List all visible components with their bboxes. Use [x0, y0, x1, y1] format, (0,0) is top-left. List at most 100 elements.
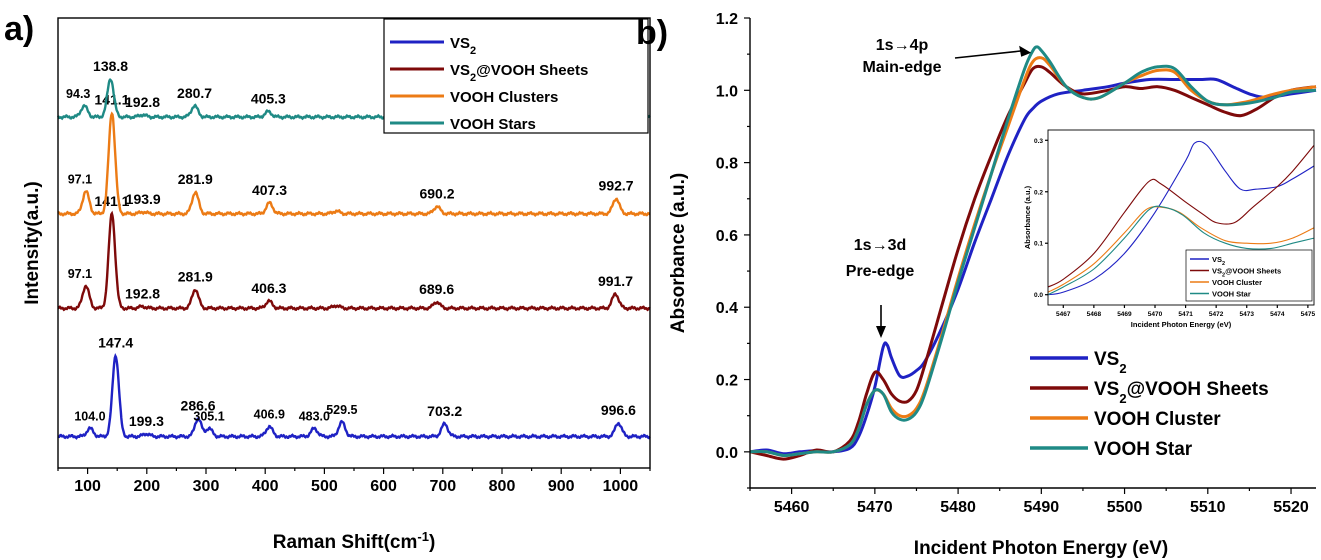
panel-a-legend-label-0: VS2 — [450, 35, 476, 57]
raman-series-line-0 — [57, 352, 651, 440]
panel-b-legend-label-3: VOOH Star — [1094, 439, 1193, 460]
panel-b-y-axis-title: Absorbance (a.u.) — [668, 173, 689, 333]
raman-series-line-1 — [57, 210, 651, 312]
inset-series-line-1 — [1047, 145, 1315, 288]
raman-peak-label-3-4: 405.3 — [251, 91, 286, 107]
raman-peak-label-3-2: 192.8 — [125, 94, 160, 110]
inset-frame — [1047, 129, 1315, 306]
panel-b-letter: b) — [636, 14, 668, 52]
inset-legend-label-3: VOOH Star — [1212, 290, 1251, 299]
panel-b-legend-box — [1024, 340, 1320, 474]
raman-peak-label-2-1: 141.1 — [94, 92, 129, 108]
inset-y-tick-label-2: 0.2 — [1034, 189, 1043, 196]
panel-b-y-tick-label-2: 0.4 — [716, 300, 738, 317]
panel-b-x-axis-title: Incident Photon Energy (eV) — [914, 538, 1168, 559]
raman-peak-label-0-8: 703.2 — [427, 403, 462, 419]
raman-peak-label-1-5: 689.6 — [419, 281, 454, 297]
inset-y-tick-label-3: 0.3 — [1034, 138, 1043, 145]
panel-a-legend-label-1: VS2@VOOH Sheets — [450, 62, 588, 84]
inset-y-tick-label-0: 0.0 — [1034, 292, 1043, 299]
panel-a-x-tick-label-8: 900 — [548, 478, 575, 495]
panel-a-x-axis: 100 200 300 400 500 600 700 800 900 1000 — [57, 468, 651, 495]
panel-b-legend-label-1: VS2@VOOH Sheets — [1094, 379, 1269, 406]
inset-chart: 5467 5468 5469 5470 5471 5472 5473 5474 5475 0.0 0… — [1023, 129, 1316, 329]
xanes-series-line-1 — [749, 64, 1317, 461]
panel-b-y-tick-label-3: 0.6 — [716, 228, 738, 245]
panel-a-x-tick-label-5: 600 — [370, 478, 397, 495]
raman-peak-label-1-0: 97.1 — [68, 267, 92, 281]
raman-peak-label-0-0: 104.0 — [74, 409, 105, 423]
panel-b-y-tick-label-4: 0.8 — [716, 156, 738, 173]
raman-peak-label-0-5: 406.9 — [254, 408, 285, 422]
raman-peak-label-2-0: 97.1 — [68, 172, 92, 186]
panel-a-x-tick-label-6: 700 — [429, 478, 456, 495]
raman-peak-label-1-4: 406.3 — [251, 280, 286, 296]
panel-b-x-tick-label-4: 5500 — [1107, 499, 1143, 516]
annotation-main-edge-arrowhead — [1019, 45, 1032, 57]
panel-b-y-tick-label-0: 0.0 — [716, 445, 738, 462]
raman-peak-label-2-3: 281.9 — [178, 171, 213, 187]
inset-x-tick-label-8: 5475 — [1301, 311, 1316, 318]
panel-b-y-axis: 0.0 0.2 0.4 0.6 0.8 1.0 1.2 — [716, 11, 750, 489]
annotation-main-edge-line2: Main-edge — [862, 59, 941, 76]
annotation-pre-edge-arrowhead — [876, 326, 886, 338]
panel-b-x-tick-label-6: 5520 — [1273, 499, 1309, 516]
raman-peak-label-2-2: 193.9 — [126, 191, 161, 207]
inset-x-tick-label-6: 5473 — [1240, 311, 1255, 318]
inset-x-tick-label-7: 5474 — [1270, 311, 1285, 318]
inset-series-line-3 — [1047, 205, 1315, 296]
raman-peak-label-0-6: 483.0 — [299, 409, 330, 423]
inset-legend-label-2: VOOH Cluster — [1212, 278, 1262, 287]
inset-y-axis-title: Absorbance (a.u.) — [1023, 185, 1032, 249]
panel-b-x-tick-label-5: 5510 — [1190, 499, 1226, 516]
inset-x-tick-label-2: 5469 — [1117, 311, 1132, 318]
panel-a-x-tick-label-3: 400 — [252, 478, 279, 495]
inset-x-tick-label-3: 5470 — [1148, 311, 1163, 318]
inset-legend-label-0: VS2 — [1212, 255, 1225, 267]
inset-series-line-0 — [1047, 140, 1315, 296]
raman-peak-label-1-6: 991.7 — [598, 273, 633, 289]
raman-peak-label-0-9: 996.6 — [601, 402, 636, 418]
panel-b: b)5460 5470 5480 5490 5500 5510 55200.00.20.40… — [636, 11, 1320, 559]
panel-b-x-tick-label-3: 5490 — [1024, 499, 1060, 516]
raman-peak-label-2-5: 690.2 — [419, 186, 454, 202]
panel-a-legend-label-3: VOOH Stars — [450, 116, 536, 133]
panel-b-y-tick-label-6: 1.2 — [716, 11, 738, 28]
annotation-main-edge-line1: 1s→4p — [876, 37, 929, 54]
panel-a-x-tick-label-7: 800 — [489, 478, 516, 495]
panel-b-y-tick-label-5: 1.0 — [716, 83, 738, 100]
panel-b-legend-label-0: VS2 — [1094, 349, 1127, 376]
raman-peak-label-2-4: 407.3 — [252, 182, 287, 198]
panel-b-x-tick-label-2: 5480 — [940, 499, 976, 516]
raman-peak-label-1-3: 281.9 — [178, 268, 213, 284]
panel-a-x-tick-label-9: 1000 — [603, 478, 639, 495]
panel-a-y-axis-title: Intensity(a.u.) — [22, 181, 43, 305]
raman-peak-label-3-1: 138.8 — [93, 58, 128, 74]
annotation-main-edge-arrow — [954, 49, 1024, 59]
panel-b-legend: VS2 VS2@VOOH Sheets VOOH Cluster VOOH Star — [1024, 340, 1320, 474]
xanes-series-line-0 — [749, 77, 1317, 456]
raman-peak-label-1-2: 192.8 — [125, 285, 160, 301]
raman-series-line-2 — [57, 111, 651, 217]
panel-a-legend-box — [383, 18, 649, 134]
raman-peak-label-0-2: 199.3 — [129, 413, 164, 429]
annotation-pre-edge-line1: 1s→3d — [854, 237, 906, 254]
raman-peak-label-0-3: 286.6 — [181, 398, 216, 414]
inset-x-tick-label-5: 5472 — [1209, 311, 1224, 318]
inset-x-tick-label-4: 5471 — [1178, 311, 1193, 318]
raman-peak-label-3-0: 94.3 — [66, 87, 90, 101]
panel-a-x-tick-label-0: 100 — [74, 478, 101, 495]
panel-a-x-tick-label-4: 500 — [311, 478, 338, 495]
inset-legend-label-1: VS2@VOOH Sheets — [1212, 267, 1281, 279]
inset-series-line-2 — [1047, 206, 1315, 293]
inset-x-axis-title: Incident Photon Energy (eV) — [1131, 320, 1232, 329]
panel-b-y-tick-label-1: 0.2 — [716, 373, 738, 390]
raman-peak-label-3-3: 280.7 — [177, 85, 212, 101]
panel-a-x-axis-title: Raman Shift(cm-1) — [273, 529, 436, 554]
panel-a-x-tick-label-1: 200 — [133, 478, 160, 495]
inset-x-tick-label-1: 5468 — [1087, 311, 1102, 318]
panel-b-x-axis: 5460 5470 5480 5490 5500 5510 5520 — [749, 488, 1309, 516]
